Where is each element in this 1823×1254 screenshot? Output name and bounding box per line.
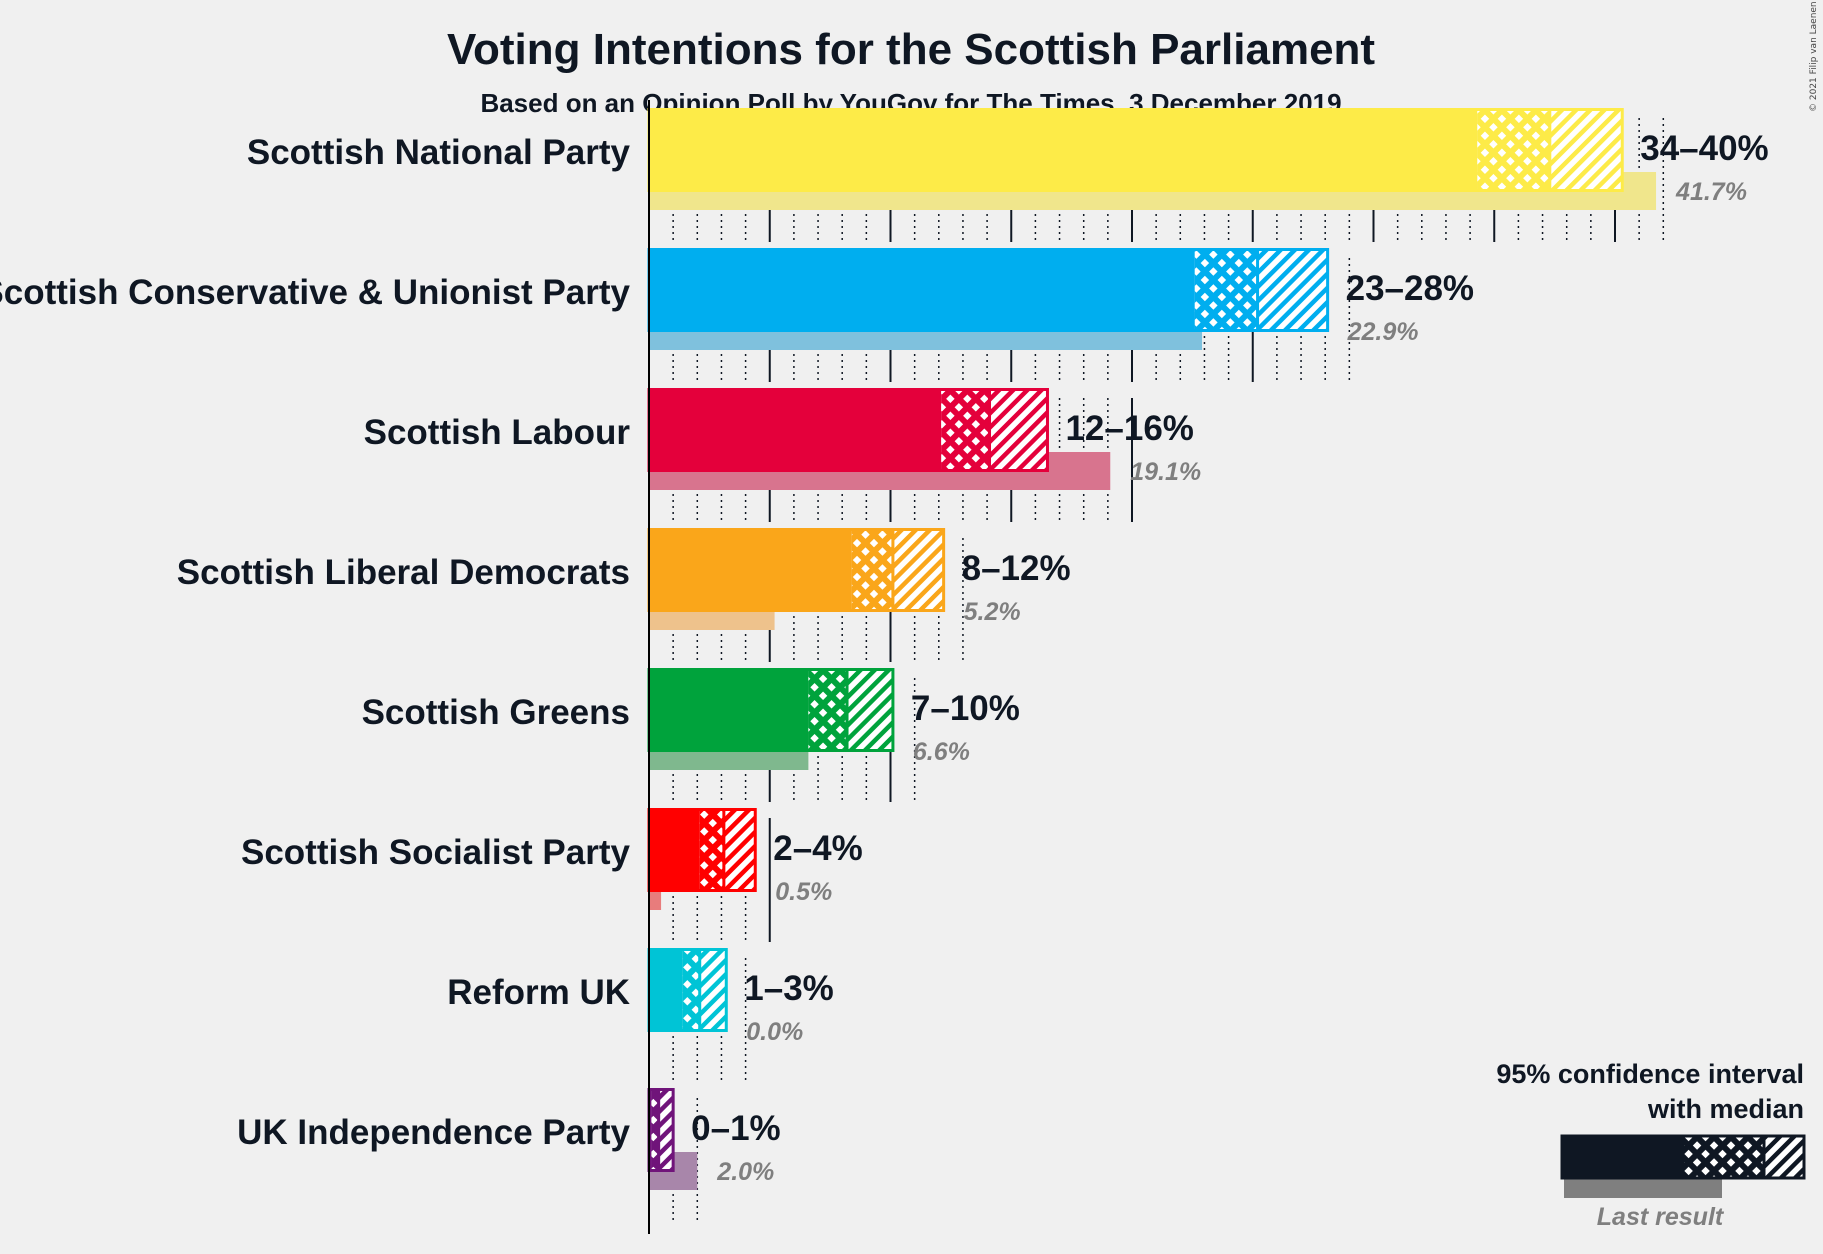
party-label: Scottish Liberal Democrats <box>177 553 630 592</box>
range-label: 8–12% <box>962 549 1071 588</box>
last-result-label: 22.9% <box>1347 318 1419 346</box>
ci-upper-hatch <box>847 668 893 752</box>
range-label: 23–28% <box>1346 269 1474 308</box>
party-label: Scottish Socialist Party <box>241 833 631 872</box>
ci-lower-crosshatch <box>682 948 700 1032</box>
legend-title-line1: 95% confidence interval <box>1496 1059 1804 1089</box>
range-label: 2–4% <box>773 829 863 868</box>
legend-title-line2: with median <box>1647 1094 1804 1124</box>
ci-solid-bar <box>649 248 1195 332</box>
party-label: Scottish National Party <box>247 133 631 172</box>
ci-upper-hatch <box>658 1088 674 1172</box>
ci-lower-crosshatch <box>1194 248 1258 332</box>
chart-title: Voting Intentions for the Scottish Parli… <box>447 25 1375 74</box>
range-label: 34–40% <box>1640 129 1768 168</box>
party-label: Reform UK <box>447 973 630 1012</box>
ci-upper-hatch <box>699 948 727 1032</box>
legend-hatch-fill <box>1764 1136 1804 1178</box>
legend-ci-outline <box>1560 1134 1806 1180</box>
ci-upper-hatch <box>989 388 1048 472</box>
ci-lower-crosshatch <box>1477 108 1550 192</box>
copyright-notice: © 2021 Filip van Laenen <box>1809 1 1819 112</box>
last-result-label: 0.5% <box>775 878 832 906</box>
last-result-label: 41.7% <box>1675 178 1747 206</box>
ci-lower-crosshatch <box>808 668 848 752</box>
ci-upper-hatch <box>723 808 756 892</box>
party-label: Scottish Conservative & Unionist Party <box>0 273 631 312</box>
ci-lower-crosshatch <box>699 808 724 892</box>
range-label: 7–10% <box>911 689 1020 728</box>
legend-last-result-label: Last result <box>1597 1203 1725 1231</box>
legend-crosshatch-fill <box>1684 1136 1764 1178</box>
last-result-label: 2.0% <box>716 1158 774 1186</box>
party-label: Scottish Greens <box>362 693 630 732</box>
ci-lower-crosshatch <box>651 1088 659 1172</box>
range-label: 12–16% <box>1065 409 1193 448</box>
legend-ci-crosshatch <box>1684 1136 1764 1178</box>
party-label: Scottish Labour <box>364 413 631 452</box>
legend-ci-hatch <box>1762 1136 1804 1178</box>
last-result-label: 5.2% <box>964 598 1021 626</box>
party-label: UK Independence Party <box>237 1113 630 1152</box>
bars-group: Scottish National Party 34–40% 41.7% Scotti… <box>0 108 1769 1190</box>
last-result-label: 6.6% <box>913 738 970 766</box>
ci-solid-bar <box>649 808 700 892</box>
ci-solid-bar <box>649 108 1478 192</box>
ci-solid-bar <box>649 528 852 612</box>
last-result-label: 19.1% <box>1130 458 1201 486</box>
legend-ci-solid <box>1562 1136 1684 1178</box>
ci-upper-hatch <box>892 528 944 612</box>
ci-upper-hatch <box>1257 248 1328 332</box>
range-label: 0–1% <box>691 1109 781 1148</box>
last-result-label: 0.0% <box>746 1018 803 1046</box>
ci-solid-bar <box>649 948 683 1032</box>
range-label: 1–3% <box>744 969 834 1008</box>
ci-lower-crosshatch <box>851 528 893 612</box>
ci-solid-bar <box>649 668 809 752</box>
ci-solid-bar <box>649 388 942 472</box>
ci-upper-hatch <box>1549 108 1623 192</box>
legend: 95% confidence interval with median Last… <box>1496 1059 1806 1231</box>
ci-lower-crosshatch <box>941 388 990 472</box>
